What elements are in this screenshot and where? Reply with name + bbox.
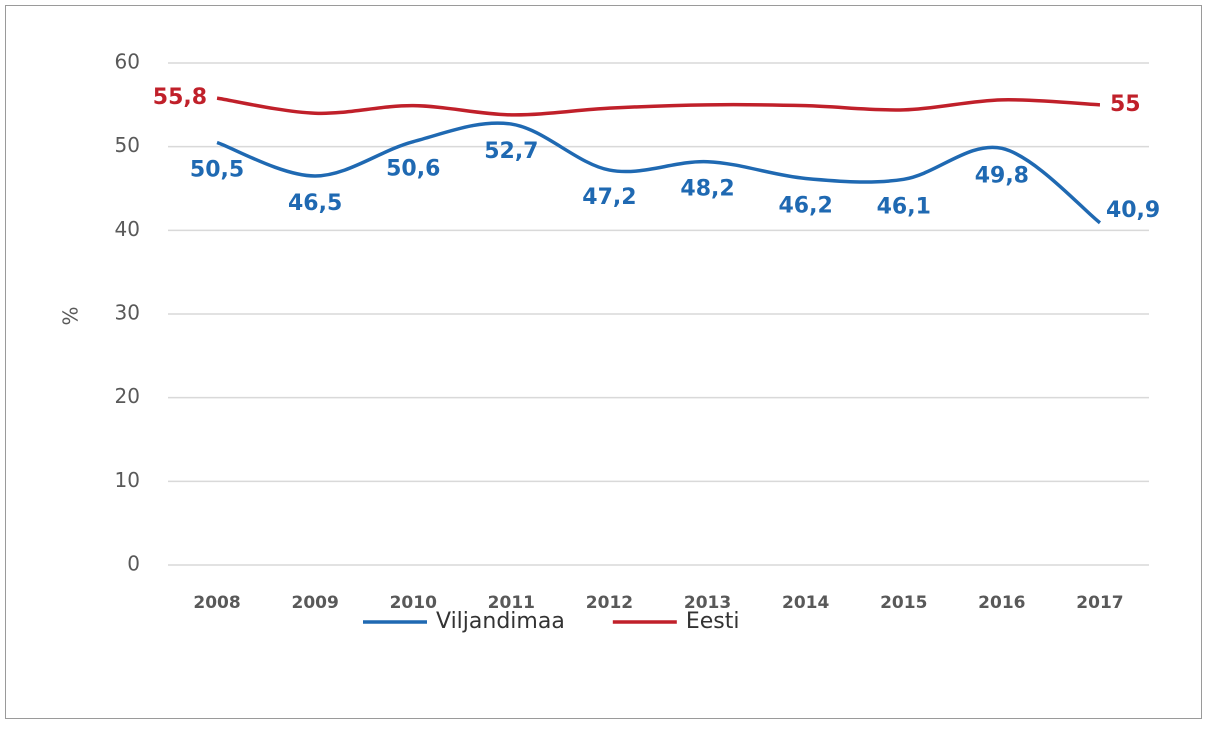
x-tick-label: 2012 — [586, 593, 633, 613]
y-tick-label: 50 — [115, 133, 140, 157]
y-tick-label: 60 — [115, 50, 140, 74]
data-label: 55 — [1110, 92, 1141, 117]
y-axis-label: % — [59, 306, 83, 325]
data-label: 49,8 — [975, 163, 1029, 188]
data-label: 50,5 — [190, 157, 244, 182]
line — [216, 121, 1102, 225]
x-tick-label: 2015 — [880, 593, 927, 613]
x-tick-label: 2011 — [488, 593, 535, 613]
x-tick-label: 2017 — [1076, 593, 1123, 613]
line — [216, 96, 1101, 117]
data-label: 46,5 — [288, 191, 342, 216]
data-label: 50,6 — [386, 157, 440, 182]
y-tick-label: 20 — [115, 384, 140, 408]
y-tick-label: 10 — [115, 468, 140, 492]
y-tick-label: 40 — [115, 217, 140, 241]
data-label: 46,1 — [877, 194, 931, 219]
data-label: 55,8 — [153, 85, 207, 110]
data-label: 48,2 — [680, 177, 734, 202]
x-tick-label: 2016 — [978, 593, 1025, 613]
x-tick-label: 2013 — [684, 593, 731, 613]
legend-label: Viljandimaa — [436, 609, 565, 634]
data-label: 46,2 — [779, 193, 833, 218]
data-label: 40,9 — [1106, 198, 1160, 223]
x-tick-label: 2010 — [390, 593, 437, 613]
x-tick-label: 2009 — [291, 593, 338, 613]
data-label: 47,2 — [582, 185, 636, 210]
y-tick-label: 30 — [115, 301, 140, 325]
y-tick-label: 0 — [127, 552, 140, 576]
x-tick-label: 2008 — [193, 593, 240, 613]
legend-label: Eesti — [686, 609, 740, 634]
x-tick-label: 2014 — [782, 593, 829, 613]
data-label: 52,7 — [484, 139, 538, 164]
chart-border — [5, 5, 1202, 719]
